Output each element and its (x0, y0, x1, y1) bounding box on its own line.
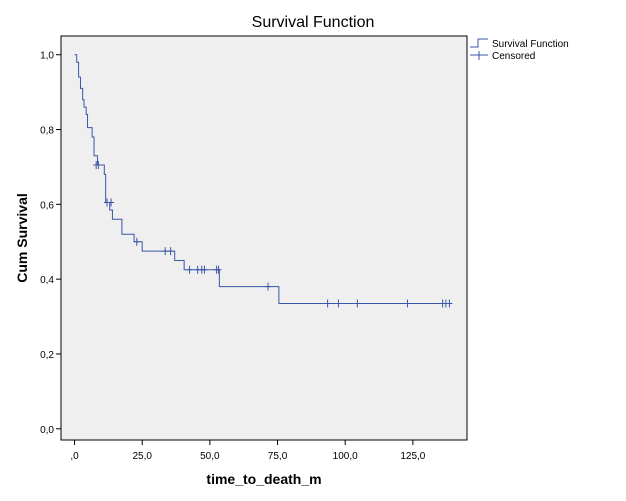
censored-marker (95, 161, 102, 170)
legend-swatch-survival-function (470, 38, 488, 48)
censored-marker (335, 299, 342, 308)
censored-marker (186, 265, 193, 274)
y-tick-label: 1,0 (40, 51, 54, 62)
x-tick-label: ,0 (70, 451, 79, 462)
x-tick-label: 75,0 (268, 451, 288, 462)
y-axis: 0,0 0,2 0,4 0,6 0,8 1,0 (40, 51, 61, 436)
censored-marker (404, 299, 411, 308)
x-axis: ,0 25,0 50,0 75,0 100,0 125,0 (70, 440, 426, 462)
x-axis-label: time_to_death_m (206, 471, 321, 487)
legend-item-survival-function: Survival Function (470, 38, 569, 50)
censored-marker (201, 265, 208, 274)
plot-area (60, 35, 468, 441)
legend-item-censored: Censored (470, 51, 535, 62)
censored-marker (108, 198, 115, 207)
x-tick-label: 125,0 (400, 451, 425, 462)
y-tick-label: 0,6 (40, 200, 54, 211)
y-tick-label: 0,8 (40, 126, 54, 137)
censored-marker (265, 282, 272, 291)
censored-marker (162, 247, 169, 256)
x-tick-label: 100,0 (333, 451, 358, 462)
survival-function-line (74, 54, 451, 304)
legend-label-survival-function: Survival Function (492, 39, 569, 50)
y-tick-label: 0,2 (40, 350, 54, 361)
legend-swatch-censored (470, 51, 488, 60)
legend: Survival Function Censored (470, 38, 569, 62)
censored-marker (324, 299, 331, 308)
legend-label-censored: Censored (492, 51, 535, 62)
x-tick-label: 50,0 (200, 451, 220, 462)
censored-markers (93, 161, 453, 308)
censored-marker (215, 265, 222, 274)
censored-marker (354, 299, 361, 308)
x-tick-label: 25,0 (132, 451, 152, 462)
censored-marker (133, 237, 140, 246)
y-tick-label: 0,4 (40, 275, 54, 286)
chart-title: Survival Function (252, 14, 375, 31)
censored-marker (446, 299, 453, 308)
y-axis-label: Cum Survival (14, 193, 30, 282)
series-layer (74, 54, 451, 304)
y-tick-label: 0,0 (40, 425, 54, 436)
censored-marker (167, 247, 174, 256)
